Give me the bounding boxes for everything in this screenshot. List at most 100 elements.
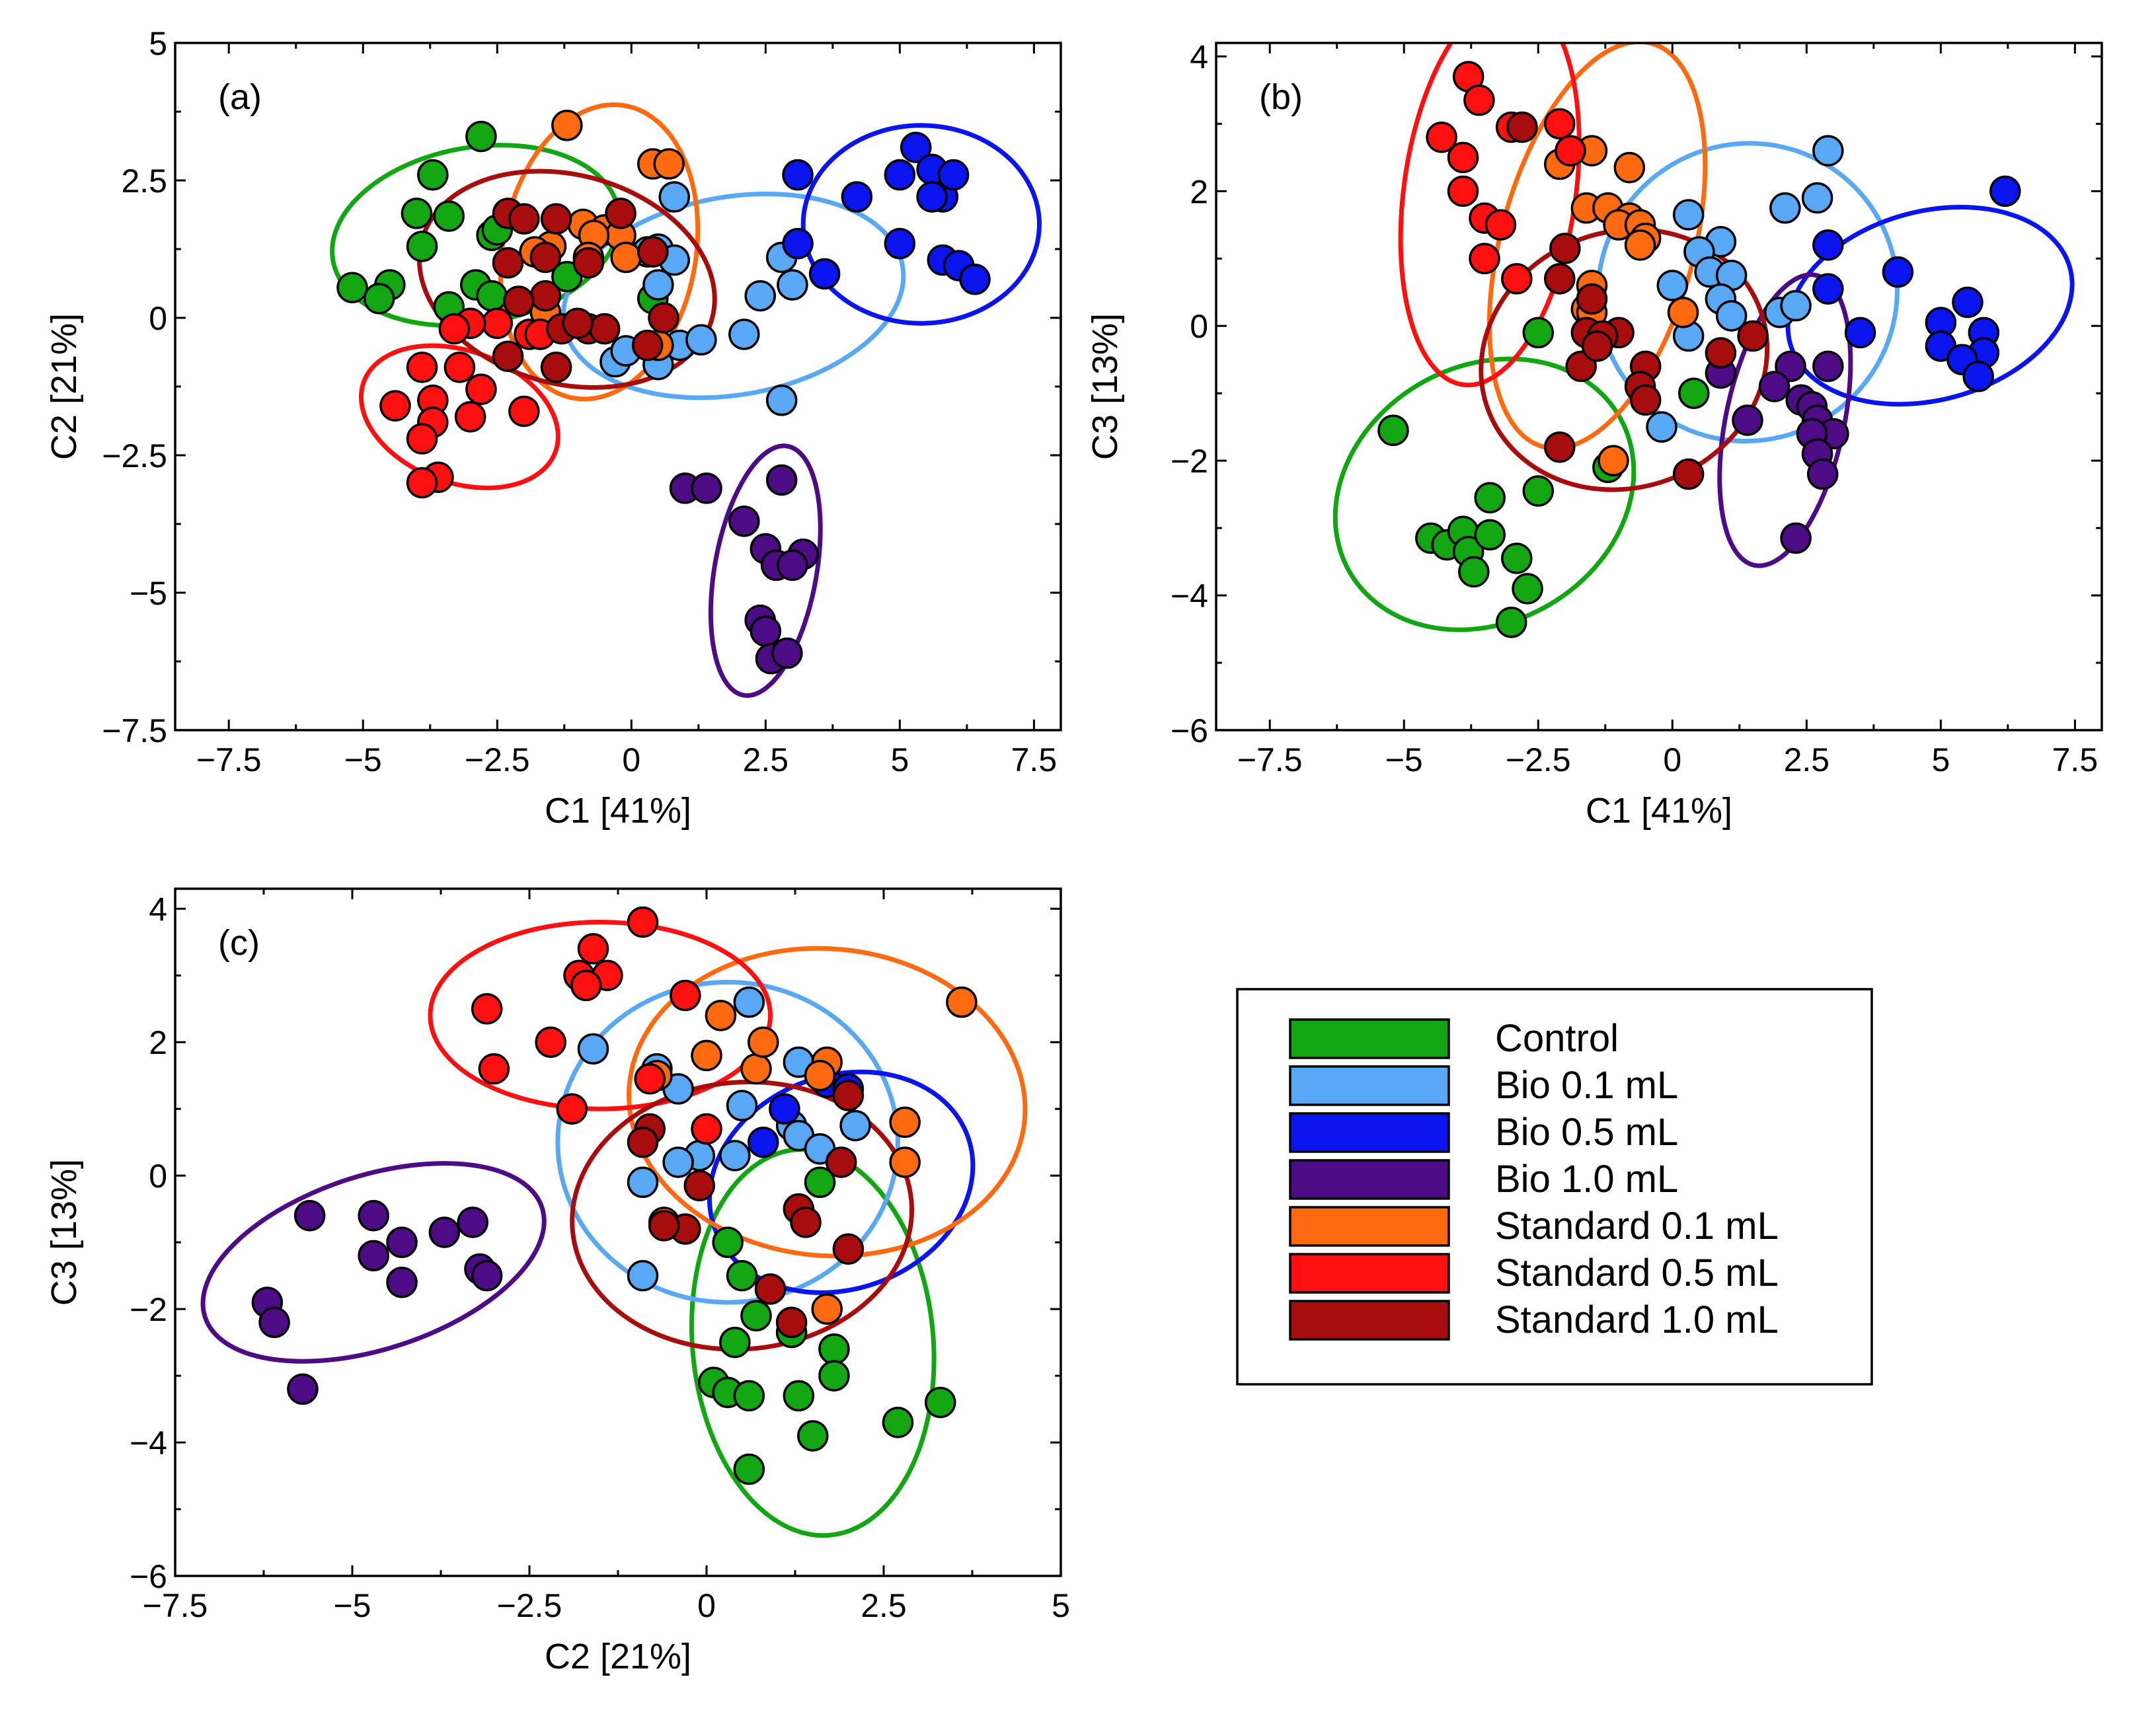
data-point-bio-1-0-ml — [471, 1259, 503, 1292]
confidence-ellipse-control — [689, 1146, 937, 1538]
data-point-standard-0-5-ml — [577, 933, 609, 965]
data-point-standard-1-0-ml — [627, 1126, 659, 1158]
data-point-bio-0-1-ml — [728, 318, 760, 350]
data-point-bio-0-1-ml — [658, 181, 691, 213]
x-tick-label: −7.5 — [196, 741, 262, 778]
x-axis-label: C1 [41%] — [545, 791, 691, 831]
legend-label: Bio 0.1 mL — [1495, 1064, 1678, 1107]
data-point-bio-0-1-ml — [1812, 135, 1844, 167]
y-tick-label: −2 — [130, 1291, 167, 1328]
x-tick-label: −2.5 — [1506, 741, 1571, 778]
data-point-control — [401, 198, 433, 229]
y-tick-label: −4 — [130, 1425, 167, 1462]
data-point-standard-0-5-ml — [556, 1093, 588, 1125]
confidence-ellipse-bio-0-5-ml — [800, 123, 1042, 326]
data-point-bio-0-1-ml — [685, 324, 717, 356]
legend-label: Standard 0.1 mL — [1495, 1205, 1779, 1248]
confidence-ellipse-standard-1-0-ml — [1479, 227, 1770, 492]
x-tick-label: −7.5 — [1237, 741, 1303, 778]
y-tick-label: −2.5 — [102, 437, 167, 474]
data-point-bio-0-5-ml — [884, 159, 916, 191]
legend-label: Control — [1495, 1017, 1619, 1060]
x-tick-label: 0 — [622, 741, 640, 778]
data-point-bio-0-5-ml — [1882, 256, 1914, 288]
data-point-bio-1-0-ml — [293, 1200, 326, 1232]
data-point-standard-1-0-ml — [832, 1080, 865, 1111]
data-point-standard-0-5-ml — [438, 313, 471, 345]
data-point-standard-1-0-ml — [648, 1210, 680, 1242]
data-point-standard-1-0-ml — [508, 203, 540, 235]
data-point-standard-0-5-ml — [406, 466, 438, 499]
legend-swatch — [1289, 1159, 1450, 1200]
data-point-standard-0-1-ml — [811, 1293, 843, 1325]
data-point-bio-0-5-ml — [1989, 175, 2021, 207]
data-point-bio-0-1-ml — [765, 385, 798, 416]
data-point-bio-0-1-ml — [839, 1109, 871, 1142]
data-point-bio-0-1-ml — [719, 1140, 751, 1172]
panel-tag: (b) — [1259, 77, 1303, 117]
panel-b: −7.5 −5 −2.5 0 2.5 5 7.5 −6 −4 −2 0 2 4 C1 [41%] C3 [1… — [1085, 38, 2103, 831]
data-point-control — [336, 272, 368, 303]
data-point-standard-0-5-ml — [406, 423, 438, 455]
data-point-standard-0-5-ml — [379, 390, 411, 422]
data-point-control — [882, 1407, 914, 1438]
data-point-standard-0-1-ml — [804, 1059, 836, 1092]
data-point-standard-0-1-ml — [1624, 229, 1656, 261]
data-point-bio-0-5-ml — [1812, 273, 1844, 305]
data-point-control — [406, 231, 438, 262]
x-tick-label: −2.5 — [497, 1587, 562, 1624]
points-layer — [1377, 61, 2021, 638]
data-point-standard-0-5-ml — [1426, 121, 1457, 153]
data-point-standard-1-0-ml — [492, 247, 524, 279]
data-point-standard-0-5-ml — [1555, 135, 1586, 167]
data-point-bio-0-5-ml — [1812, 229, 1844, 261]
data-point-standard-0-5-ml — [1469, 242, 1500, 275]
plot-frame — [1215, 42, 2103, 731]
data-point-standard-0-5-ml — [535, 1026, 566, 1058]
confidence-ellipse-bio-0-5-ml — [707, 1069, 976, 1295]
data-point-standard-0-5-ml — [1501, 263, 1533, 295]
data-point-standard-1-0-ml — [540, 352, 572, 383]
data-point-standard-0-1-ml — [653, 148, 685, 180]
x-tick-label: 5 — [1052, 1587, 1070, 1624]
data-point-standard-0-5-ml — [570, 969, 602, 1002]
confidence-ellipse-standard-1-0-ml — [570, 1079, 915, 1352]
data-point-standard-1-0-ml — [540, 203, 572, 235]
y-tick-label: 2 — [1190, 173, 1208, 210]
legend-swatch — [1289, 1300, 1450, 1341]
data-point-standard-1-0-ml — [683, 1170, 716, 1202]
data-point-standard-1-0-ml — [572, 247, 605, 279]
data-point-control — [783, 1380, 815, 1412]
data-point-bio-0-1-ml — [733, 986, 765, 1018]
data-point-standard-1-0-ml — [1672, 458, 1705, 490]
data-point-control — [797, 1420, 829, 1452]
data-point-control — [1512, 573, 1543, 605]
data-point-bio-0-5-ml — [1952, 286, 1983, 318]
data-point-bio-0-5-ml — [884, 227, 916, 260]
data-point-standard-0-5-ml — [471, 992, 503, 1025]
data-point-standard-1-0-ml — [529, 280, 562, 312]
y-axis-label: C3 [13%] — [1085, 313, 1125, 460]
data-point-standard-0-1-ml — [889, 1106, 921, 1138]
data-point-bio-0-1-ml — [662, 1146, 694, 1178]
x-tick-label: 2.5 — [743, 741, 789, 778]
data-point-standard-0-1-ml — [705, 1000, 737, 1031]
data-point-standard-0-5-ml — [478, 1053, 510, 1085]
data-point-control — [433, 200, 465, 232]
data-point-control — [1522, 317, 1555, 349]
data-point-standard-0-5-ml — [1544, 108, 1576, 140]
data-point-standard-0-1-ml — [1667, 297, 1699, 328]
data-point-bio-1-0-ml — [771, 637, 803, 669]
data-point-standard-0-1-ml — [889, 1146, 921, 1178]
data-point-bio-0-1-ml — [777, 269, 808, 301]
data-point-standard-1-0-ml — [1581, 330, 1613, 362]
data-point-standard-0-5-ml — [1484, 209, 1517, 241]
legend-label: Standard 1.0 mL — [1495, 1298, 1779, 1341]
data-point-control — [818, 1360, 850, 1392]
x-tick-label: −2.5 — [465, 741, 530, 778]
data-point-control — [465, 120, 497, 153]
data-point-control — [1495, 607, 1527, 638]
confidence-ellipse-bio-0-5-ml — [1785, 205, 2075, 407]
data-point-standard-0-1-ml — [748, 1026, 779, 1058]
data-point-standard-0-5-ml — [465, 373, 497, 405]
